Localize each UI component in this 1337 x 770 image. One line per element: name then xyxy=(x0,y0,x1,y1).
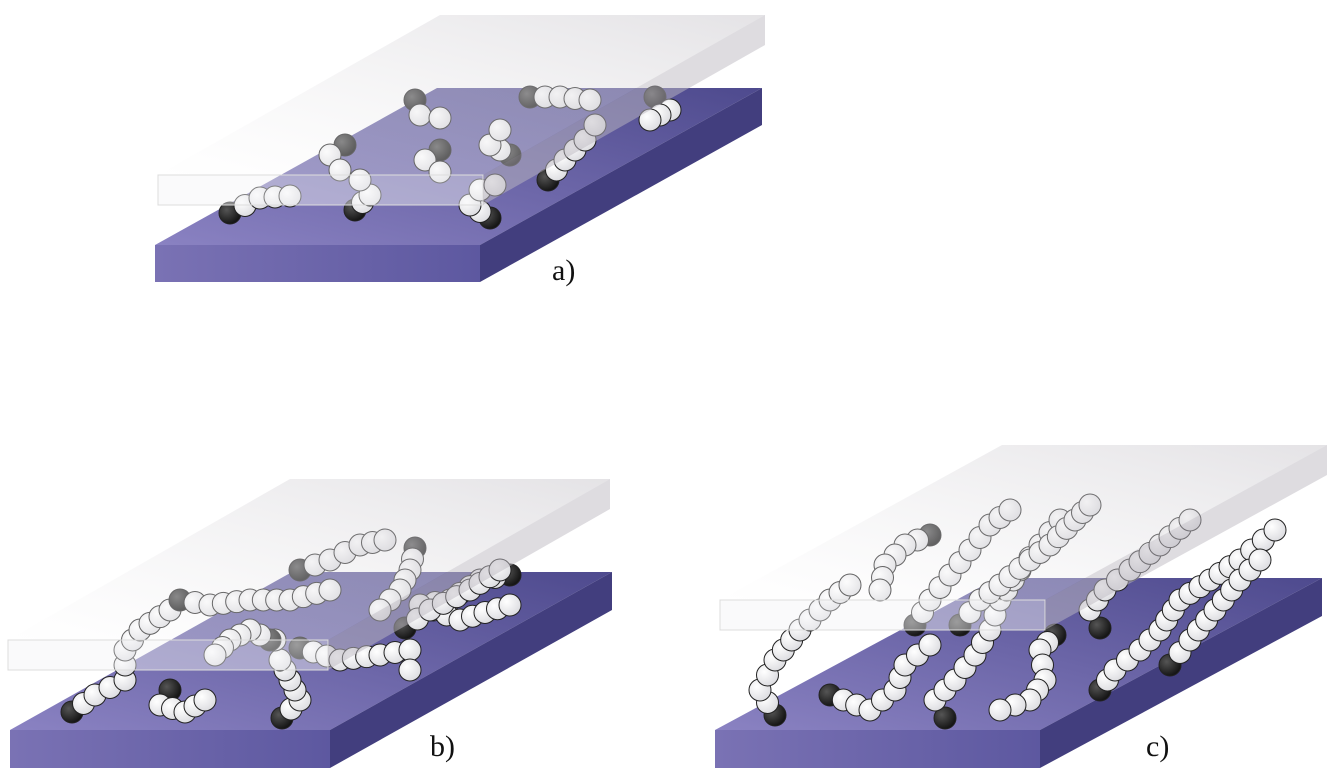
panel xyxy=(8,479,612,768)
bead xyxy=(989,699,1011,721)
panel-label: b) xyxy=(430,730,455,763)
bead xyxy=(499,594,521,616)
bead xyxy=(399,659,421,681)
glass-plate-front xyxy=(8,640,328,670)
substrate-front xyxy=(10,730,330,768)
bead xyxy=(1249,549,1271,571)
panel-label: c) xyxy=(1146,730,1169,763)
figure: a) b) c) xyxy=(0,0,1337,770)
panel-label: a) xyxy=(552,254,575,287)
glass-plate-front xyxy=(720,600,1045,630)
panels xyxy=(8,15,1327,768)
bead xyxy=(1264,519,1286,541)
substrate-front xyxy=(155,245,480,282)
glass-plate-front xyxy=(158,175,483,205)
substrate-front xyxy=(715,730,1040,768)
panel xyxy=(155,15,765,282)
bead xyxy=(399,639,421,661)
panel xyxy=(715,445,1327,768)
bead xyxy=(919,634,941,656)
bead xyxy=(194,689,216,711)
